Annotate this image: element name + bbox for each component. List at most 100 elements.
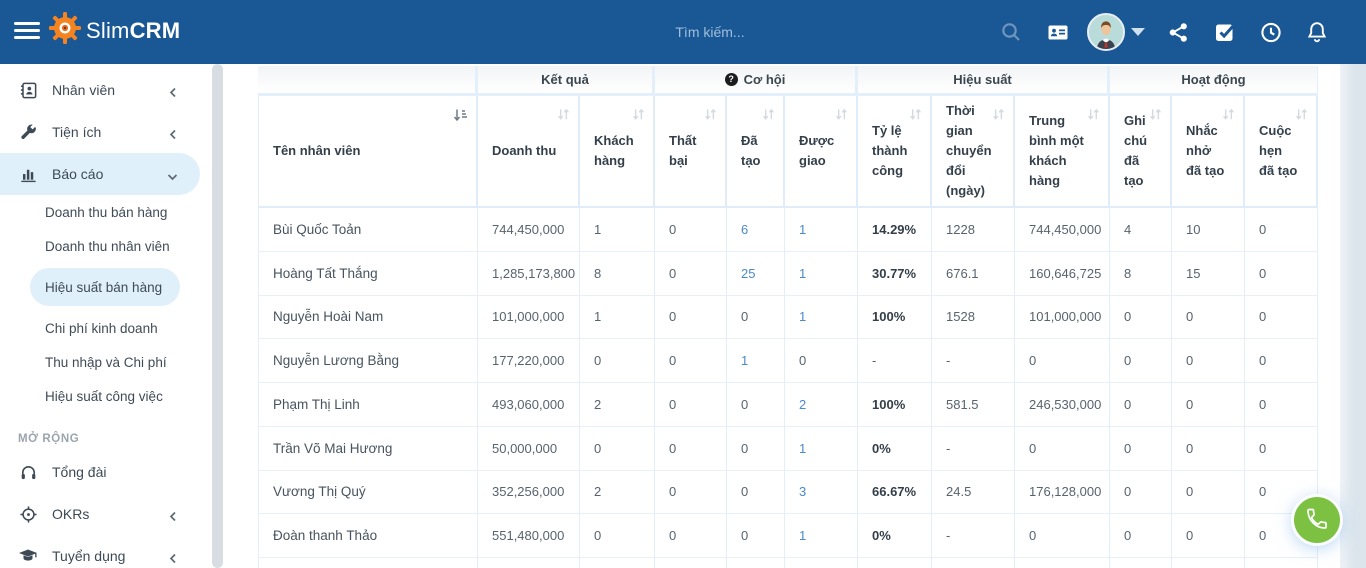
table-cell: 15 <box>1172 251 1245 295</box>
table-cell: 0 <box>1110 383 1172 426</box>
table-cell <box>1172 558 1245 568</box>
user-avatar[interactable] <box>1087 13 1125 51</box>
table-cell-link[interactable]: 1 <box>785 251 858 295</box>
table-cell: 551,480,000 <box>478 514 580 557</box>
search-input[interactable] <box>560 16 860 48</box>
sidebar-item-bao-cao[interactable]: Báo cáo <box>0 153 200 195</box>
check-square-icon[interactable] <box>1213 20 1237 44</box>
table-cell: 30.77% <box>858 251 932 295</box>
sidebar-item-tuyen-dung[interactable]: Tuyển dụng <box>0 535 200 568</box>
brand-name: SlimCRM <box>86 17 181 43</box>
column-header-5[interactable]: Được giao <box>785 96 858 208</box>
employee-name-cell: Hoàng Tất Thắng <box>258 251 478 295</box>
column-header-2[interactable]: Khách hàng <box>580 96 655 208</box>
table-cell: 0 <box>727 470 785 514</box>
column-header-0[interactable]: Tên nhân viên <box>258 96 478 208</box>
sidebar-item-okrs[interactable]: OKRs <box>0 493 200 535</box>
sort-icon <box>703 107 718 127</box>
column-header-11[interactable]: Cuộc hẹn đã tạo <box>1245 96 1318 208</box>
table-cell: - <box>858 339 932 382</box>
brand-logo[interactable]: SlimCRM <box>48 11 180 50</box>
column-header-1[interactable]: Doanh thu <box>478 96 580 208</box>
column-header-10[interactable]: Nhắc nhở đã tạo <box>1172 96 1245 208</box>
table-row: Nguyễn Hoài Nam 101,000,000 1 0 0 1 100% 1528 10… <box>258 295 1318 340</box>
sort-icon <box>1148 107 1163 127</box>
table-row: Hoàng Tất Thắng 1,285,173,800 8 0 25 1 30.77% 6… <box>258 251 1318 296</box>
table-cell: 0 <box>1172 295 1245 339</box>
table-cell: 0 <box>655 295 727 339</box>
sort-icon <box>834 107 849 127</box>
table-cell: 101,000,000 <box>1015 295 1110 339</box>
column-header-label: Cuộc hẹn đã tạo <box>1259 122 1298 179</box>
table-cell-link[interactable]: 1 <box>727 339 785 382</box>
call-fab-button[interactable] <box>1294 497 1340 543</box>
sidebar-item-tong-dai[interactable]: Tổng đài <box>0 451 200 493</box>
table-row: Nguyễn Lương Bằng 177,220,000 0 0 1 0- -0 0 0 0 <box>258 339 1318 383</box>
column-header-6[interactable]: Tỷ lệ thành công <box>858 96 932 208</box>
sales-performance-table: Kết quả? Cơ hội Hiệu suất Hoạt động Tên nhâ… <box>258 66 1318 568</box>
sidebar-subitem[interactable]: Doanh thu nhân viên <box>45 238 170 254</box>
sidebar-subitem[interactable]: Hiệu suất bán hàng <box>30 268 180 306</box>
column-group-cell: Hoạt động <box>1110 66 1318 93</box>
sidebar-subitem[interactable]: Doanh thu bán hàng <box>45 204 168 220</box>
sidebar-scrollbar[interactable] <box>212 64 223 568</box>
sort-icon <box>1221 107 1236 127</box>
graduation-cap-icon <box>18 546 38 566</box>
chevron-left-icon <box>168 85 178 103</box>
table-row: Vương Thị Quý 352,256,000 2 0 0 3 66.67% 24.5 17… <box>258 470 1318 515</box>
caret-down-icon[interactable] <box>1131 28 1145 36</box>
page-scrollbar-track[interactable] <box>1340 64 1366 568</box>
table-cell: 100% <box>858 383 932 426</box>
table-cell: 101,000,000 <box>478 295 580 339</box>
table-cell: 0 <box>580 514 655 557</box>
table-cell: 581.5 <box>932 383 1015 426</box>
share-icon[interactable] <box>1166 20 1190 44</box>
menu-toggle-button[interactable] <box>14 21 40 43</box>
sidebar-nav: Nhân viên Tiện ích Báo cáo Doanh thu bán… <box>0 64 225 413</box>
column-header-7[interactable]: Thời gian chuyển đổi (ngày) <box>932 96 1015 208</box>
table-cell: 493,060,000 <box>478 383 580 426</box>
column-header-9[interactable]: Ghi chú đã tạo <box>1110 96 1172 208</box>
table-cell-link[interactable]: 2 <box>785 383 858 426</box>
sidebar-subitem[interactable]: Hiệu suất công việc <box>45 388 163 404</box>
table-cell-link[interactable]: 1 <box>785 514 858 557</box>
sidebar-subitem[interactable]: Thu nhập và Chi phí <box>45 354 167 370</box>
sort-icon <box>556 107 571 127</box>
column-header-label: Được giao <box>799 132 835 168</box>
chevron-left-icon <box>168 127 178 145</box>
table-cell: 0 <box>1245 383 1318 426</box>
help-icon[interactable]: ? <box>724 73 738 86</box>
search-icon[interactable] <box>999 20 1023 44</box>
table-cell: 0 <box>1172 514 1245 557</box>
table-cell-link[interactable]: 3 <box>785 470 858 514</box>
table-cell-link[interactable]: 1 <box>785 208 858 251</box>
table-cell-link[interactable]: 1 <box>785 426 858 470</box>
column-group-label: Hoạt động <box>1181 72 1246 87</box>
column-header-8[interactable]: Trung bình một khách hàng <box>1015 96 1110 208</box>
table-cell: 0 <box>1245 470 1318 514</box>
column-group-label: Kết quả <box>541 72 589 87</box>
headset-icon <box>18 462 38 482</box>
sort-icon <box>1294 107 1309 127</box>
sidebar-subitem[interactable]: Chi phí kinh doanh <box>45 320 158 336</box>
sidebar-item-label: Tiện ích <box>52 124 102 140</box>
table-cell-link[interactable]: 6 <box>727 208 785 251</box>
column-header-3[interactable]: Thất bại <box>655 96 727 208</box>
table-cell-link[interactable]: 25 <box>727 251 785 295</box>
table-cell: 0 <box>727 295 785 339</box>
clock-icon[interactable] <box>1259 20 1283 44</box>
column-header-label: Trung bình một khách hàng <box>1029 112 1084 189</box>
table-cell-link[interactable]: 1 <box>785 295 858 339</box>
chevron-left-icon <box>168 509 178 527</box>
column-header-4[interactable]: Đã tạo <box>727 96 785 208</box>
bell-icon[interactable] <box>1305 20 1329 44</box>
contact-card-icon[interactable] <box>1046 20 1070 44</box>
sidebar-item-nhan-vien[interactable]: Nhân viên <box>0 69 200 111</box>
table-cell: 0 <box>727 383 785 426</box>
sidebar-item-tien-ich[interactable]: Tiện ích <box>0 111 200 153</box>
employee-name-cell: Vương Thị Quý <box>258 470 478 514</box>
column-group-cell: Kết quả <box>478 66 655 93</box>
chevron-down-icon <box>167 169 178 187</box>
table-cell: 0 <box>1245 251 1318 295</box>
table-cell: 0 <box>1172 470 1245 514</box>
